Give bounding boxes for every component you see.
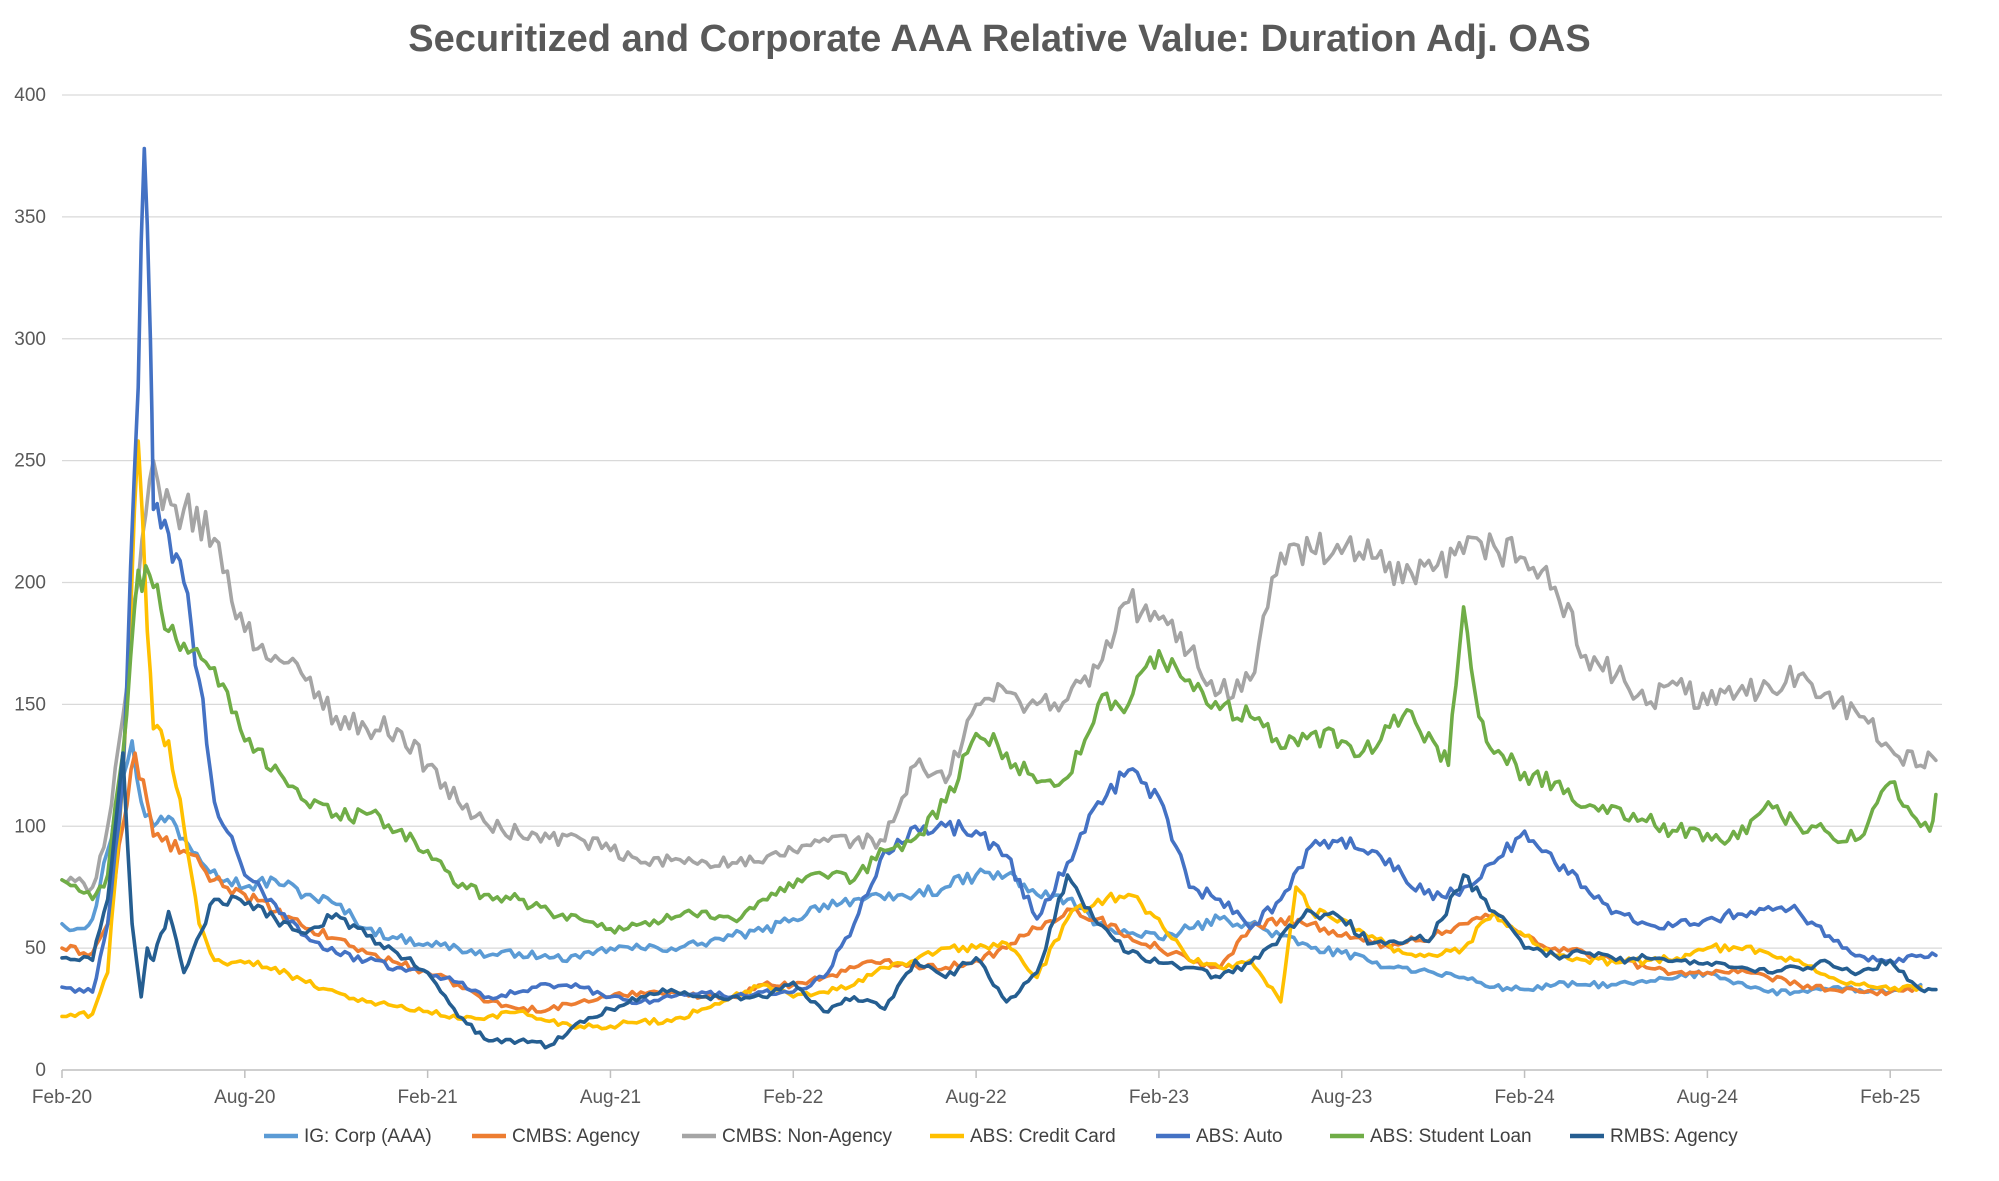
legend-label: RMBS: Agency <box>1610 1126 1738 1147</box>
legend-label: IG: Corp (AAA) <box>304 1126 432 1147</box>
x-tick-label: Feb-25 <box>1860 1087 1920 1108</box>
series-line-rmbs-agency <box>60 751 1938 1050</box>
series-line-abs-student-loan <box>60 564 1938 935</box>
legend: IG: Corp (AAA) CMBS: Agency CMBS: Non-Agen… <box>264 1126 1738 1147</box>
y-tick-label: 250 <box>14 451 46 472</box>
y-tick-label: 100 <box>14 816 46 837</box>
x-tick-label: Aug-20 <box>214 1087 275 1108</box>
y-tick-label: 400 <box>14 85 46 106</box>
x-tick-label: Feb-23 <box>1129 1087 1189 1108</box>
x-tick-label: Feb-24 <box>1494 1087 1555 1108</box>
y-tick-label: 50 <box>25 938 46 959</box>
legend-label: ABS: Student Loan <box>1370 1126 1532 1147</box>
legend-label: ABS: Auto <box>1196 1126 1283 1147</box>
y-tick-label: 150 <box>14 694 46 715</box>
chart-title: Securitized and Corporate AAA Relative V… <box>408 18 1591 60</box>
legend-label: CMBS: Non-Agency <box>722 1126 893 1147</box>
x-tick-label: Feb-22 <box>763 1087 823 1108</box>
series-line-cmbs-non-agency <box>60 458 1938 894</box>
legend-label: ABS: Credit Card <box>970 1126 1116 1147</box>
y-tick-label: 0 <box>35 1060 46 1081</box>
series-lines <box>60 146 1938 1050</box>
x-tick-label: Aug-21 <box>580 1087 641 1108</box>
x-tick-label: Aug-23 <box>1311 1087 1372 1108</box>
x-tick-label: Aug-24 <box>1677 1087 1739 1108</box>
y-tick-label: 350 <box>14 207 46 228</box>
x-tick-label: Feb-21 <box>398 1087 458 1108</box>
y-tick-label: 300 <box>14 329 46 350</box>
series-line-cmbs-agency <box>60 751 1923 1014</box>
y-tick-label: 200 <box>14 573 46 594</box>
x-tick-label: Aug-22 <box>945 1087 1006 1108</box>
axes: 0 50 100 150 200 250 300 350 400 Feb-20 Aug-20 Feb-… <box>14 85 1942 1108</box>
series-line-abs-auto <box>60 146 1938 1006</box>
series-line-abs-credit-card <box>60 439 1923 1031</box>
gridlines <box>62 94 1942 949</box>
legend-label: CMBS: Agency <box>512 1126 640 1147</box>
x-tick-label: Feb-20 <box>32 1087 92 1108</box>
